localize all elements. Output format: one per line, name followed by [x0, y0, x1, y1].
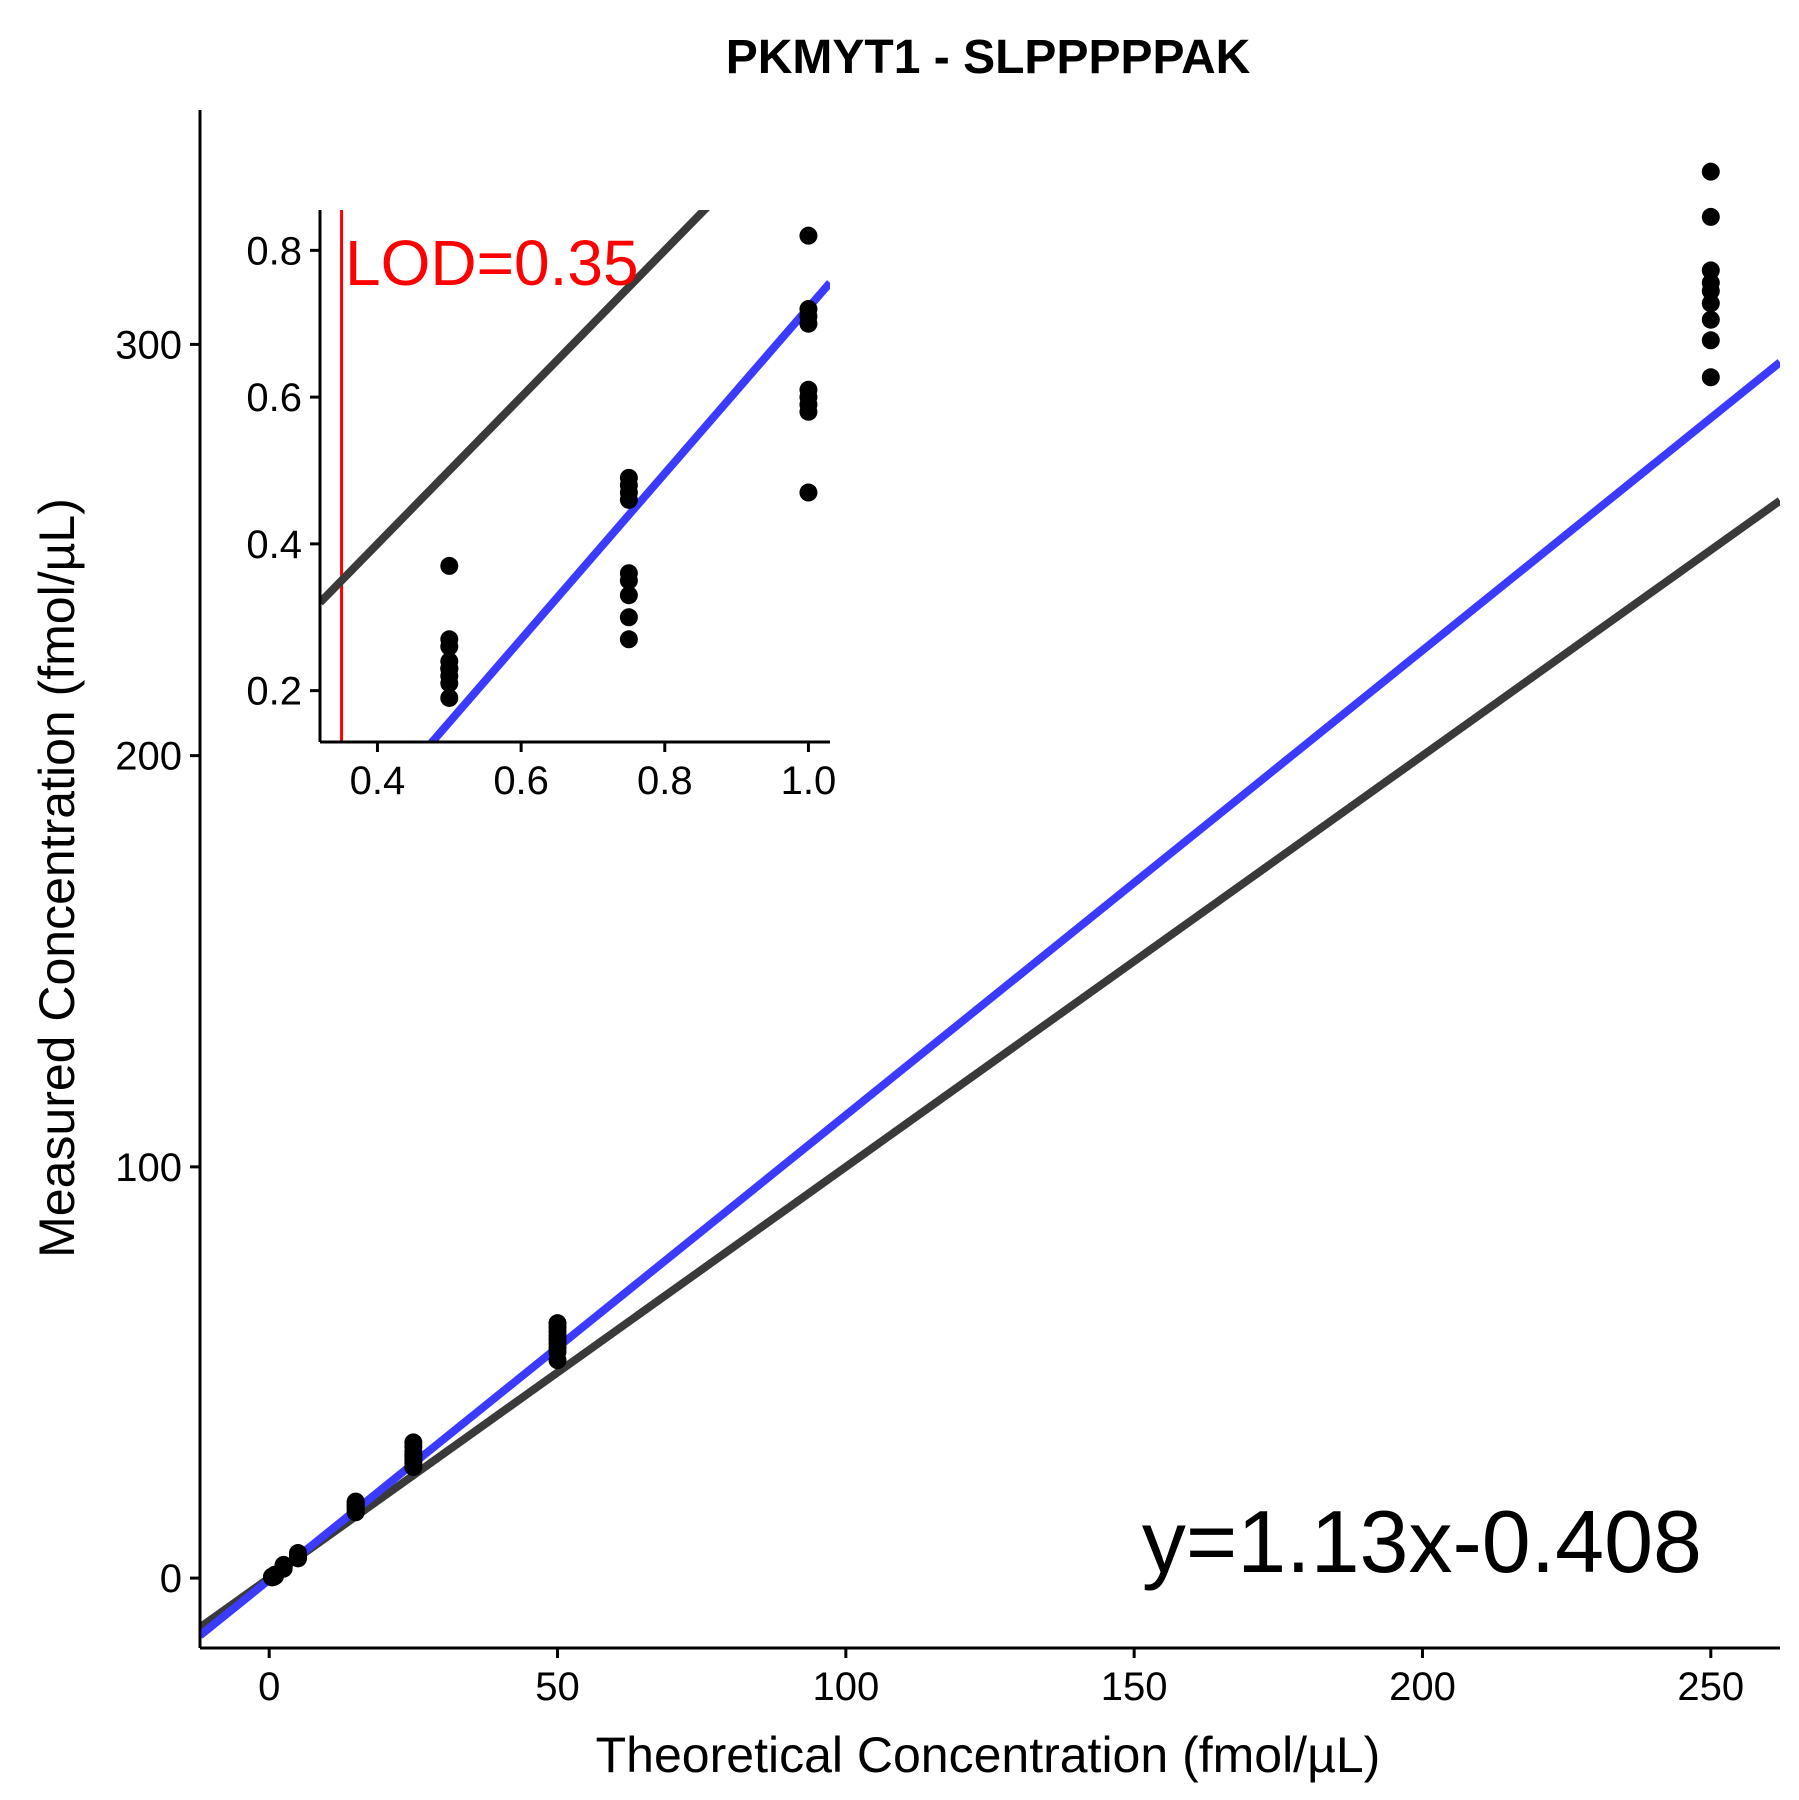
- inset-data-point: [440, 652, 459, 671]
- main-y-tick-label: 0: [160, 1557, 182, 1601]
- inset-y-tick-label: 0.6: [246, 376, 302, 420]
- main-data-point: [274, 1555, 293, 1574]
- main-y-tick-label: 200: [115, 735, 182, 779]
- inset-y-tick-label: 0.4: [246, 523, 302, 567]
- main-points: [263, 162, 1720, 1587]
- inset-data-point: [440, 556, 459, 575]
- main-lines: [200, 359, 1780, 1639]
- main-data-point: [1701, 294, 1720, 313]
- inset-y-tick-label: 0.8: [246, 229, 302, 273]
- inset-data-point: [619, 564, 638, 583]
- main-data-point: [1701, 261, 1720, 280]
- main-x-tick-label: 0: [258, 1665, 280, 1709]
- main-data-point: [289, 1544, 308, 1563]
- main-fit-line: [200, 359, 1780, 1639]
- main-axes: 0 50 100 150 200 250 0 100 200 300: [115, 110, 1780, 1709]
- main-x-tick-label: 200: [1389, 1665, 1456, 1709]
- main-y-tick-label: 300: [115, 323, 182, 367]
- inset-x-tick-label: 1.0: [781, 759, 837, 803]
- main-y-tick-label: 100: [115, 1146, 182, 1190]
- main-data-point: [346, 1492, 365, 1511]
- inset-axes: 0.4 0.6 0.8 1.0 0.2 0.4 0.6 0.8: [246, 210, 836, 803]
- chart-title: PKMYT1 - SLPPPPPAK: [726, 31, 1251, 84]
- inset-data-point: [799, 483, 818, 502]
- lod-label: LOD=0.35: [345, 227, 639, 299]
- y-axis-title: Measured Concentration (fmol/µL): [29, 498, 85, 1258]
- inset-data-point: [799, 380, 818, 399]
- inset-x-tick-label: 0.4: [350, 759, 406, 803]
- regression-equation: y=1.13x-0.408: [1142, 1492, 1702, 1591]
- main-data-point: [1701, 207, 1720, 226]
- main-data-point: [1701, 273, 1720, 292]
- main-data-point: [404, 1433, 423, 1452]
- inset-data-point: [619, 468, 638, 487]
- inset-data-point: [440, 630, 459, 649]
- inset-x-tick-label: 0.8: [637, 759, 693, 803]
- x-axis-title: Theoretical Concentration (fmol/µL): [596, 1727, 1381, 1783]
- inset-x-tick-label: 0.6: [493, 759, 549, 803]
- inset-fit-line: [426, 280, 830, 742]
- inset-data-point: [799, 300, 818, 319]
- inset-identity-line: [320, 210, 710, 606]
- main-data-point: [1701, 310, 1720, 329]
- inset-lines: [320, 210, 830, 742]
- main-x-tick-label: 250: [1677, 1665, 1744, 1709]
- main-data-point: [1701, 368, 1720, 387]
- inset-data-point: [619, 586, 638, 605]
- inset-data-point: [619, 630, 638, 649]
- main-data-point: [1701, 331, 1720, 350]
- main-x-tick-label: 150: [1101, 1665, 1168, 1709]
- main-x-tick-label: 50: [535, 1665, 580, 1709]
- main-x-tick-label: 100: [812, 1665, 879, 1709]
- inset-points: [440, 226, 818, 707]
- inset-data-point: [619, 608, 638, 627]
- main-data-point: [548, 1314, 567, 1333]
- inset-y-tick-label: 0.2: [246, 670, 302, 714]
- inset-data-point: [799, 226, 818, 245]
- main-identity-line: [200, 497, 1780, 1631]
- inset-data-point: [440, 688, 459, 707]
- main-data-point: [1701, 162, 1720, 181]
